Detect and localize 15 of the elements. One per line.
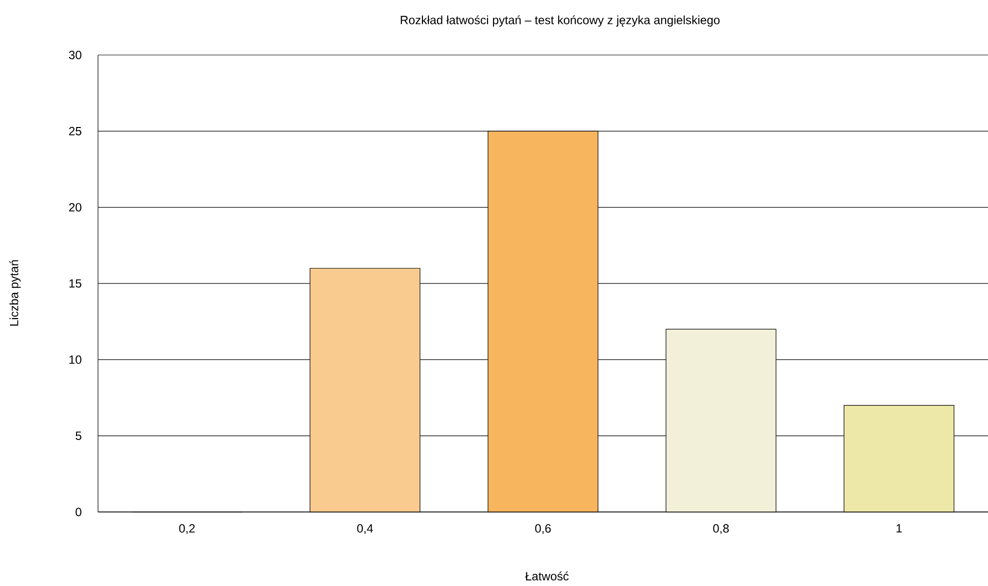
- x-tick-label: 0,8: [713, 524, 729, 534]
- x-tick-label: 1: [896, 524, 902, 532]
- y-axis-title: Liczba pytań: [9, 260, 21, 326]
- chart-title: Rozkład łatwości pytań – test końcowy z języka angielskiego: [400, 15, 720, 27]
- x-tick-label: 0,4: [357, 524, 373, 534]
- y-tick-label: 20: [69, 203, 82, 212]
- y-tick-label: 0: [76, 508, 82, 516]
- y-tick-label: 25: [69, 126, 82, 136]
- x-tick-label: 0,2: [179, 524, 195, 534]
- y-tick-label: 30: [68, 50, 82, 60]
- y-tick-label: 10: [69, 355, 82, 364]
- y-tick-label: 5: [76, 432, 82, 440]
- x-tick-label: 0,6: [535, 524, 551, 534]
- x-axis-title: Łatwość: [525, 572, 569, 580]
- y-tick-label: 15: [69, 279, 82, 288]
